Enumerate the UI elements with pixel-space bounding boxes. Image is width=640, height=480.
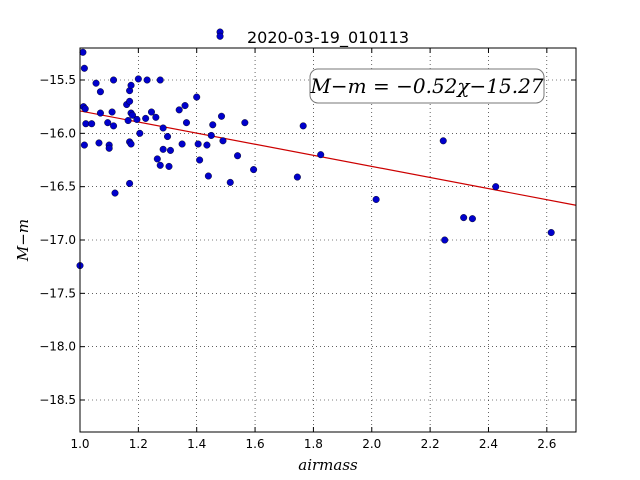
y-tick-label: −18.5 (39, 393, 76, 407)
data-point (207, 131, 215, 139)
data-point (317, 151, 325, 159)
annotation-text: M−m = −0.52χ−15.27 (309, 74, 543, 98)
data-point (96, 109, 104, 117)
y-tick-label: −16.5 (39, 180, 76, 194)
data-point (104, 119, 112, 127)
data-point (164, 133, 172, 141)
data-points (76, 28, 555, 270)
data-point (159, 124, 167, 132)
chart-title: 2020-03-19_010113 (247, 28, 409, 48)
data-point (88, 120, 96, 128)
data-point (196, 156, 204, 164)
data-point (153, 155, 161, 163)
data-point (219, 137, 227, 145)
data-point (80, 64, 88, 72)
data-point (441, 236, 449, 244)
y-tick-labels: −15.5 −16.0 −16.5 −17.0 −17.5 −18.0 −18.5 (39, 73, 76, 407)
data-point (92, 79, 100, 87)
y-tick-label: −18.0 (39, 340, 76, 354)
data-point (108, 108, 116, 116)
data-point (110, 76, 118, 84)
annotation-box (309, 68, 545, 104)
data-point (492, 183, 500, 191)
data-point (250, 166, 258, 174)
data-point (181, 102, 189, 110)
data-point (193, 93, 201, 101)
data-point (439, 137, 447, 145)
data-point (299, 122, 307, 130)
data-point (216, 32, 224, 40)
y-tick-label: −16.0 (39, 126, 76, 140)
x-tick-label: 1.0 (70, 437, 89, 451)
data-point (209, 121, 217, 129)
data-point (194, 140, 202, 148)
data-point (372, 195, 380, 203)
data-point (111, 189, 119, 197)
data-point (129, 111, 137, 119)
x-tick-label: 2.6 (537, 437, 556, 451)
data-point (293, 173, 301, 181)
x-tick-label: 1.6 (246, 437, 265, 451)
data-point (82, 120, 90, 128)
data-point (218, 112, 226, 120)
x-tick-label: 2.0 (362, 437, 381, 451)
data-point (460, 214, 468, 222)
data-point (105, 144, 113, 152)
data-point (156, 76, 164, 84)
data-point (95, 139, 103, 147)
data-point (96, 88, 104, 96)
data-point (81, 105, 89, 113)
x-tick-label: 1.2 (129, 437, 148, 451)
data-point (468, 215, 476, 223)
data-point (142, 114, 150, 122)
axis-ticks (79, 48, 576, 432)
x-tick-label: 1.8 (304, 437, 323, 451)
data-point (143, 76, 151, 84)
data-point (204, 172, 212, 180)
data-point (178, 140, 186, 148)
fit-annotation: M−m = −0.52χ−15.27 (309, 68, 545, 104)
data-point (175, 106, 183, 114)
data-point (241, 119, 249, 127)
data-point (110, 122, 118, 130)
data-point (547, 229, 555, 237)
data-point (165, 162, 173, 170)
x-tick-label: 2.4 (479, 437, 498, 451)
data-point (182, 119, 190, 127)
x-tick-label: 1.4 (187, 437, 206, 451)
data-point (152, 113, 160, 121)
data-point (79, 48, 87, 56)
data-point (166, 146, 174, 154)
y-tick-label: −17.0 (39, 233, 76, 247)
data-point (156, 161, 164, 169)
data-point (124, 117, 132, 125)
data-point (234, 152, 242, 160)
x-tick-label: 2.2 (421, 437, 440, 451)
data-point (127, 81, 135, 89)
data-point (126, 179, 134, 187)
data-point (147, 108, 155, 116)
data-point (133, 115, 141, 123)
y-tick-label: −17.5 (39, 286, 76, 300)
data-point (127, 140, 135, 148)
data-point (203, 141, 211, 149)
gridlines (79, 48, 576, 432)
data-point (126, 97, 134, 105)
x-axis-label: airmass (298, 456, 358, 474)
y-axis-label: M−m (14, 219, 32, 262)
data-point (136, 129, 144, 137)
data-point (159, 145, 167, 153)
data-point (134, 75, 142, 83)
data-point (80, 141, 88, 149)
x-tick-labels: 1.0 1.2 1.4 1.6 1.8 2.0 2.2 2.4 2.6 (70, 437, 556, 451)
data-point (226, 178, 234, 186)
y-tick-label: −15.5 (39, 73, 76, 87)
